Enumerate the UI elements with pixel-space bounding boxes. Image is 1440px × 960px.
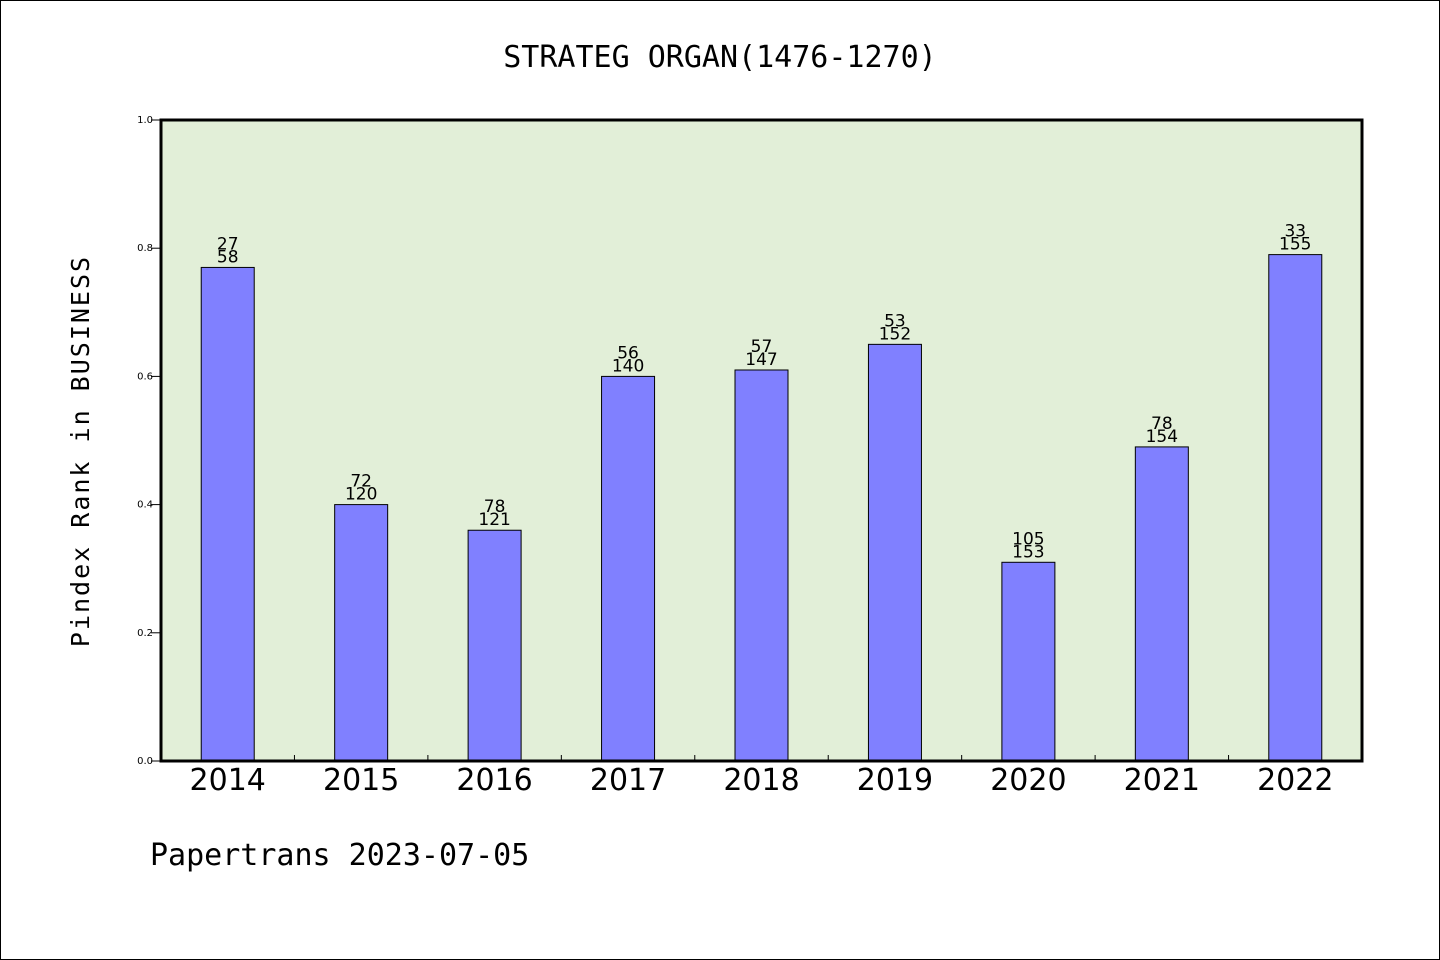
bar-label-top-2014: 27 (217, 234, 239, 254)
x-tick-label-2019: 2019 (857, 763, 933, 798)
bar-label-top-2022: 33 (1284, 222, 1306, 242)
y-tick-label: 0.6 (137, 371, 153, 382)
bar-2019 (867, 343, 922, 762)
y-tick-label: 0.0 (137, 756, 153, 767)
bar-label-bottom-2014: 58 (217, 247, 239, 267)
chart-title: STRATEG ORGAN(1476-1270) (503, 40, 936, 75)
x-tick-label-2017: 2017 (590, 763, 666, 798)
bar-label-bottom-2019: 152 (879, 324, 911, 344)
bar-label-bottom-2016: 121 (478, 510, 510, 530)
bar-label-bottom-2020: 153 (1012, 542, 1044, 562)
bar-label-bottom-2018: 147 (745, 350, 777, 370)
x-tick-label-2016: 2016 (456, 763, 532, 798)
bar-2021 (1134, 446, 1189, 762)
bar-label-top-2016: 78 (484, 497, 506, 517)
x-tick-label-2015: 2015 (323, 763, 399, 798)
footer-text: Papertrans 2023-07-05 (150, 838, 529, 873)
y-tick-label: 0.8 (137, 243, 153, 254)
y-axis: 0.0 0.2 0.4 0.6 0.8 1.0 (137, 115, 161, 767)
y-tick-label: 1.0 (137, 115, 153, 126)
bar-label-bottom-2022: 155 (1279, 235, 1311, 255)
x-tick-label-2014: 2014 (190, 763, 266, 798)
bar-label-top-2020: 105 (1012, 529, 1044, 549)
x-tick-label-2020: 2020 (990, 763, 1066, 798)
y-tick-label: 0.2 (137, 628, 153, 639)
y-axis-label: Pindex Rank in BUSINESS (66, 255, 95, 647)
bar-label-bottom-2017: 140 (612, 356, 644, 376)
x-tick-label-2018: 2018 (723, 763, 799, 798)
x-tick-label-2022: 2022 (1257, 763, 1333, 798)
bar-2014 (200, 266, 255, 762)
bar-label-top-2015: 72 (350, 472, 372, 492)
bar-label-top-2019: 53 (884, 311, 906, 331)
bars-layer (200, 254, 1323, 762)
bar-labels-layer: 2758721207812156140571475315210515378154… (217, 222, 1312, 563)
bar-label-top-2021: 78 (1151, 414, 1173, 434)
bar-2016 (467, 529, 522, 762)
bar-2022 (1268, 254, 1323, 762)
bar-label-bottom-2015: 120 (345, 485, 377, 505)
bar-label-bottom-2021: 154 (1146, 427, 1178, 447)
y-tick-label: 0.4 (137, 500, 153, 511)
bar-2015 (334, 504, 389, 762)
bar-2020 (1001, 561, 1056, 762)
bar-2018 (734, 369, 789, 762)
x-tick-label-2021: 2021 (1124, 763, 1200, 798)
x-axis: 2014 2015 2016 2017 2018 2019 2020 2021 2022 (190, 755, 1333, 798)
bar-2017 (601, 375, 656, 762)
bar-label-top-2018: 57 (751, 337, 773, 357)
bar-label-top-2017: 56 (617, 343, 639, 363)
plot-border (159, 118, 1364, 763)
